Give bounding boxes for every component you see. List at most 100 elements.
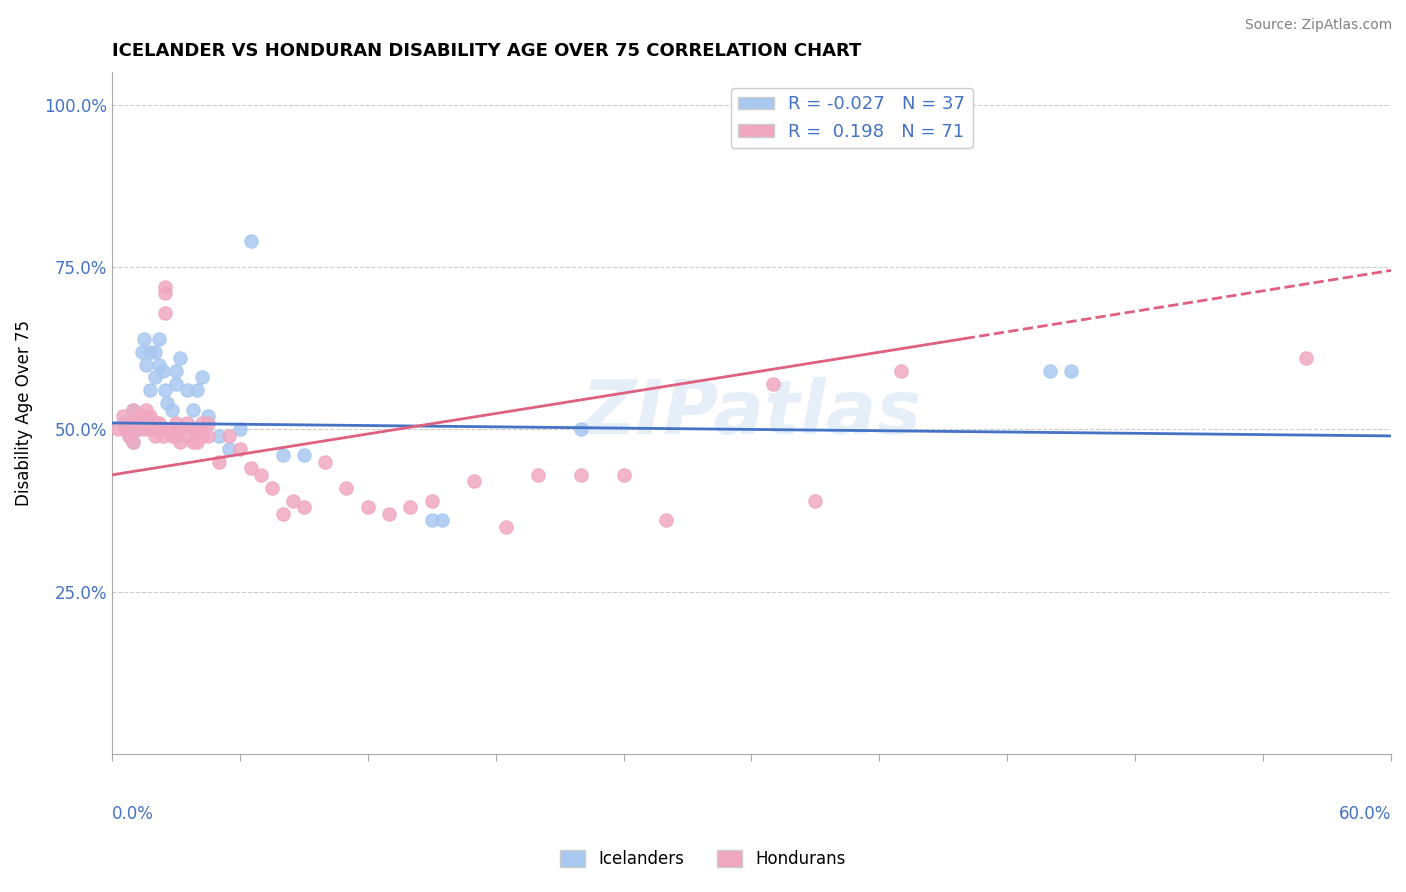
Y-axis label: Disability Age Over 75: Disability Age Over 75 [15,320,32,506]
Point [218,442,240,456]
Point [135,403,157,417]
Point [139,344,162,359]
Point [804,493,827,508]
Point [148,416,170,430]
Point [569,422,592,436]
Text: Source: ZipAtlas.com: Source: ZipAtlas.com [1244,18,1392,32]
Point [292,449,315,463]
Point [114,422,136,436]
Point [139,409,162,424]
Point [152,429,174,443]
Point [463,475,485,489]
Point [160,422,183,436]
Point [420,513,443,527]
Point [495,520,517,534]
Point [655,513,678,527]
Point [155,286,177,301]
Point [218,429,240,443]
Point [169,435,191,450]
Point [111,409,134,424]
Point [132,332,155,346]
Point [197,409,219,424]
Text: 60.0%: 60.0% [1339,805,1391,823]
Point [890,364,912,378]
Point [152,364,174,378]
Point [292,500,315,515]
Point [118,429,141,443]
Point [197,429,219,443]
Point [127,409,149,424]
Point [190,370,212,384]
Point [169,422,191,436]
Point [122,403,145,417]
Point [239,461,262,475]
Point [527,467,550,482]
Point [181,435,204,450]
Point [165,376,187,391]
Point [143,422,166,436]
Point [148,358,170,372]
Point [271,449,294,463]
Point [139,422,162,436]
Point [314,455,336,469]
Point [181,403,204,417]
Point [155,305,177,319]
Point [122,416,145,430]
Point [250,467,273,482]
Point [190,416,212,430]
Point [335,481,357,495]
Point [186,422,208,436]
Point [432,513,454,527]
Legend: R = -0.027   N = 37, R =  0.198   N = 71: R = -0.027 N = 37, R = 0.198 N = 71 [731,88,973,148]
Point [118,429,141,443]
Point [207,429,229,443]
Point [155,384,177,398]
Point [169,351,191,365]
Point [131,416,153,430]
Point [122,435,145,450]
Point [190,429,212,443]
Point [143,344,166,359]
Point [122,403,145,417]
Point [197,416,219,430]
Point [160,429,183,443]
Point [176,416,198,430]
Text: ICELANDER VS HONDURAN DISABILITY AGE OVER 75 CORRELATION CHART: ICELANDER VS HONDURAN DISABILITY AGE OVE… [112,42,862,60]
Point [186,384,208,398]
Point [569,467,592,482]
Point [127,422,149,436]
Point [186,435,208,450]
Point [143,416,166,430]
Point [181,422,204,436]
Point [229,422,252,436]
Point [127,422,149,436]
Point [176,429,198,443]
Point [122,435,145,450]
Legend: Icelanders, Hondurans: Icelanders, Hondurans [553,843,853,875]
Point [1295,351,1317,365]
Point [1060,364,1083,378]
Point [165,422,187,436]
Point [155,279,177,293]
Point [260,481,283,495]
Point [762,376,785,391]
Point [229,442,252,456]
Point [165,416,187,430]
Point [176,384,198,398]
Point [613,467,636,482]
Point [165,429,187,443]
Point [148,422,170,436]
Point [1039,364,1062,378]
Point [135,416,157,430]
Point [139,384,162,398]
Point [139,416,162,430]
Point [143,370,166,384]
Point [132,409,155,424]
Point [107,422,129,436]
Point [135,358,157,372]
Point [148,332,170,346]
Point [156,396,179,410]
Text: 0.0%: 0.0% [112,805,153,823]
Point [143,429,166,443]
Point [207,455,229,469]
